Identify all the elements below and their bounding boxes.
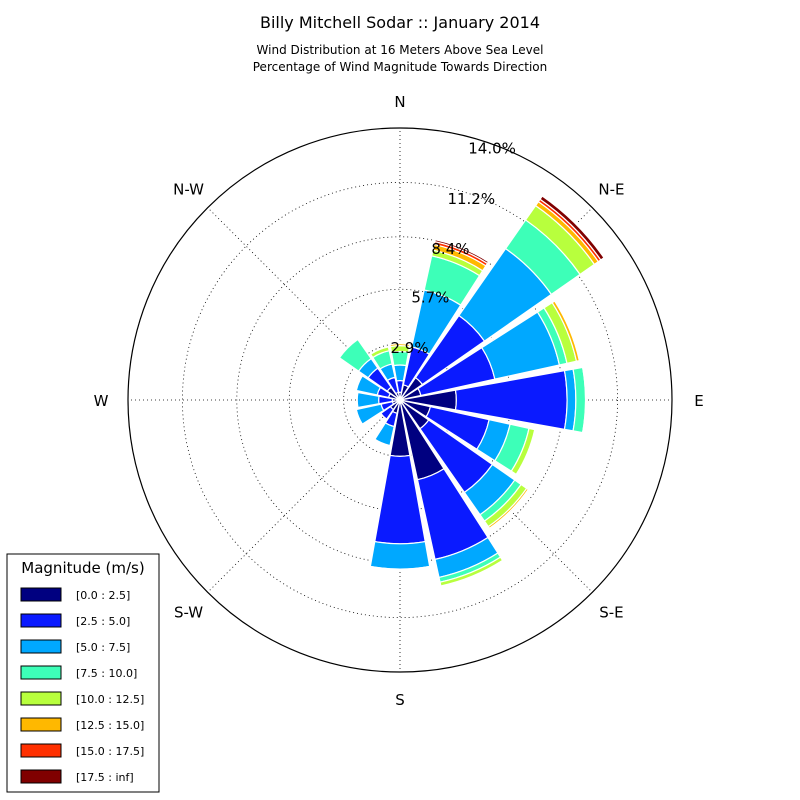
bar-dir-6-bin-5 — [487, 487, 530, 530]
legend-swatch-3 — [20, 665, 62, 680]
bar-dir-2-bin-7 — [539, 195, 605, 261]
legend-swatch-7 — [20, 769, 62, 784]
radial-tick-label-4: 14.0% — [468, 140, 516, 158]
bar-dir-0-bin-5 — [389, 343, 411, 348]
chart-title: Billy Mitchell Sodar :: January 2014 — [260, 13, 540, 32]
bar-dir-8-bin-2 — [369, 540, 431, 570]
legend-swatch-5 — [20, 717, 62, 732]
legend-swatch-4 — [20, 691, 62, 706]
legend-label-5: [12.5 : 15.0] — [76, 719, 144, 732]
bar-dir-5-bin-4 — [510, 427, 536, 476]
grid-ring-3 — [181, 181, 619, 619]
direction-label-s: S — [395, 691, 405, 709]
bar-dir-13-bin-2 — [355, 375, 382, 396]
bar-dir-4-bin-4 — [581, 366, 588, 434]
legend-swatch-2 — [20, 639, 62, 654]
radial-tick-label-3: 11.2% — [447, 190, 495, 208]
legend-label-1: [2.5 : 5.0] — [76, 615, 130, 628]
legend-title: Magnitude (m/s) — [21, 559, 144, 577]
legend-label-4: [10.0 : 12.5] — [76, 693, 144, 706]
direction-label-n-w: N-W — [173, 181, 204, 199]
bar-dir-11-bin-2 — [355, 403, 385, 425]
chart-subtitle-line-1: Wind Distribution at 16 Meters Above Sea… — [257, 43, 544, 57]
grid-spoke-7 — [207, 207, 401, 401]
grid-spoke-5 — [207, 399, 401, 593]
direction-label-w: W — [94, 392, 109, 410]
bar-dir-15-bin-4 — [369, 346, 390, 359]
legend-label-7: [17.5 : inf] — [76, 771, 134, 784]
radial-tick-label-0: 2.9% — [391, 339, 429, 357]
bar-dir-9-bin-2 — [374, 422, 395, 447]
bar-dir-10-bin-1 — [380, 405, 395, 420]
bar-dir-8-bin-5 — [369, 566, 431, 572]
direction-label-s-e: S-E — [599, 603, 623, 621]
legend-label-6: [15.0 : 17.5] — [76, 745, 144, 758]
direction-label-e: E — [694, 392, 703, 410]
legend-swatch-6 — [20, 743, 62, 758]
radial-tick-label-2: 8.4% — [431, 240, 469, 258]
bar-dir-3-bin-5 — [551, 300, 581, 362]
outer-ring — [127, 127, 673, 673]
legend-swatch-1 — [20, 613, 62, 628]
bar-dir-7-bin-4 — [439, 556, 504, 587]
windrose-bars — [338, 195, 605, 587]
legend-label-2: [5.0 : 7.5] — [76, 641, 130, 654]
radial-tick-label-1: 5.7% — [411, 289, 449, 307]
chart-subtitle-line-2: Percentage of Wind Magnitude Towards Dir… — [253, 60, 547, 74]
legend-label-3: [7.5 : 10.0] — [76, 667, 137, 680]
radial-tick-labels: 2.9% 5.7% 8.4% 11.2% 14.0% — [391, 140, 516, 357]
legend-swatch-0 — [20, 587, 62, 602]
direction-labels: N N-E E S-E S S-W W N-W — [94, 93, 704, 709]
bar-dir-12-bin-2 — [356, 391, 380, 409]
legend: Magnitude (m/s) [0.0 : 2.5] [2.5 : 5.0] [5… — [6, 553, 160, 793]
bar-dir-1-bin-7 — [434, 238, 490, 265]
bar-dir-14-bin-3 — [338, 338, 372, 372]
direction-label-n: N — [394, 93, 405, 111]
direction-label-s-w: S-W — [174, 603, 203, 621]
direction-label-n-e: N-E — [598, 181, 624, 199]
legend-label-0: [0.0 : 2.5] — [76, 589, 130, 602]
